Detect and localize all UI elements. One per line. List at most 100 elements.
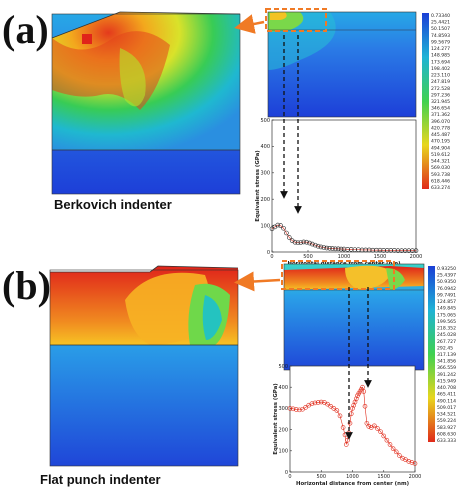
a-data-point — [359, 247, 365, 253]
a-x-tick-label: 0 — [270, 254, 273, 260]
b-data-point — [334, 408, 340, 413]
b-data-point — [315, 400, 321, 405]
a-data-point — [338, 246, 344, 252]
a-legend-label: 247.819 — [431, 79, 450, 85]
a-legend-label: 633.274 — [431, 185, 450, 191]
b-legend-label: 391.242 — [437, 372, 456, 378]
a-legend-label: 272.528 — [431, 86, 450, 92]
a-data-point — [413, 248, 419, 253]
b-data-point — [350, 406, 355, 411]
berkovich-contour-small — [267, 11, 417, 118]
legend-a: 0.7334025.442150.150774.859399.5679124.2… — [422, 13, 450, 191]
b-legend-label: 25.4397 — [437, 273, 456, 279]
b-legend-label: 218.352 — [437, 326, 456, 332]
b-data-point — [409, 460, 415, 465]
b-legend-label: 317.139 — [437, 352, 456, 358]
b-data-point — [361, 389, 367, 394]
a-data-point — [352, 247, 358, 252]
b-data-point — [293, 407, 299, 412]
b-data-point — [397, 453, 402, 458]
a-legend-label: 99.5679 — [431, 39, 450, 45]
panel-label-b: (b) — [2, 263, 51, 308]
a-legend-label: 420.778 — [431, 125, 450, 131]
a-x-tick-label: 2000 — [410, 254, 423, 260]
b-legend-label: 583.927 — [437, 425, 456, 431]
b-data-point — [366, 424, 372, 429]
a-data-point — [381, 248, 386, 253]
b-x-tick-label: 2000 — [409, 474, 422, 480]
b-data-point — [328, 403, 333, 409]
a-data-point — [286, 235, 292, 240]
a-y-tick-label: 100 — [260, 223, 270, 229]
a-data-point — [370, 247, 376, 253]
a-data-point — [315, 243, 321, 249]
b-data-point — [406, 459, 412, 464]
b-data-point — [375, 426, 380, 431]
b-data-point — [387, 442, 393, 447]
a-data-point — [281, 225, 286, 231]
a-data-point — [284, 230, 289, 236]
b-legend-label: 99.7491 — [437, 292, 456, 298]
b-data-point — [393, 449, 399, 455]
b-data-point — [347, 420, 353, 426]
zoom-box-a — [265, 8, 327, 32]
a-data-point — [333, 246, 338, 252]
a-y-tick-label: 400 — [260, 144, 270, 150]
b-data-point — [343, 442, 349, 447]
b-legend-label: 199.565 — [437, 319, 456, 325]
b-data-point — [362, 403, 368, 409]
b-legend-label: 490.114 — [437, 398, 456, 404]
a-legend-label: 445.487 — [431, 132, 450, 138]
b-x-tick-label: 0 — [288, 474, 291, 480]
b-data-point — [337, 413, 343, 419]
b-y-tick-label: 300 — [278, 406, 288, 412]
b-x-tick-label: 500 — [316, 474, 326, 480]
a-y-tick-label: 300 — [260, 171, 270, 177]
zoom-arrow-b — [234, 271, 281, 292]
b-x-axis-label: Horizontal distance from center (nm) — [296, 481, 409, 487]
b-data-point — [309, 401, 315, 407]
b-data-point — [303, 405, 308, 410]
b-legend-label: 559.224 — [437, 418, 456, 424]
a-legend-label: 0.73340 — [431, 13, 450, 19]
a-data-point — [406, 248, 412, 253]
a-legend-label: 371.362 — [431, 112, 450, 118]
b-x-tick-label: 1000 — [346, 474, 359, 480]
b-legend-label: 267.727 — [437, 339, 456, 345]
b-data-point — [390, 446, 396, 451]
b-legend-label: 76.0942 — [437, 286, 456, 292]
a-legend-label: 297.236 — [431, 92, 450, 98]
a-legend-label: 569.030 — [431, 165, 450, 171]
a-data-point — [384, 248, 390, 253]
a-data-point — [275, 222, 281, 228]
a-x-tick-label: 1500 — [374, 254, 387, 260]
b-legend-label: 341.856 — [437, 359, 456, 365]
b-legend-label: 509.017 — [437, 405, 456, 411]
a-y-tick-label: 500 — [260, 118, 270, 124]
b-data-point — [325, 401, 330, 407]
a-data-point — [335, 246, 341, 252]
b-series-line — [289, 386, 416, 464]
caption-b: Flat punch indenter — [40, 472, 161, 487]
flat-punch-contour-large — [49, 265, 239, 467]
a-y-tick-label: 0 — [267, 250, 270, 256]
b-legend-label: 534.521 — [437, 412, 456, 418]
b-data-point — [381, 433, 387, 439]
chart-b: 0 500 1000 1500 20000100200300400500Horizont… — [273, 287, 421, 487]
a-legend-label: 321.945 — [431, 99, 450, 105]
a-data-point — [341, 246, 347, 252]
a-legend-label: 346.654 — [431, 106, 450, 112]
b-data-point — [290, 406, 296, 412]
legend-b: 0.9325025.439750.935076.094299.7491124.8… — [428, 266, 456, 444]
b-legend-label: 124.857 — [437, 299, 456, 305]
flat-punch-contour-small — [283, 263, 425, 371]
a-y-tick-label: 200 — [260, 197, 270, 203]
b-y-tick-label: 200 — [278, 427, 288, 433]
a-legend-label: 396.070 — [431, 119, 450, 125]
a-legend-label: 148.985 — [431, 53, 450, 59]
a-data-point — [410, 248, 415, 253]
chart-a-plot-area — [271, 119, 417, 253]
a-data-point — [312, 242, 318, 248]
a-x-tick-label: 500 — [303, 254, 313, 260]
a-legend-label: 124.277 — [431, 46, 450, 52]
